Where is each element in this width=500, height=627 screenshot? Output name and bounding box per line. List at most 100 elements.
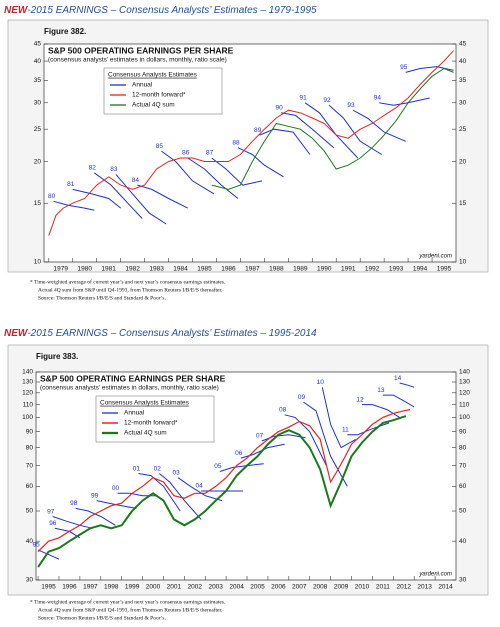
annual-estimate-line [321,387,356,449]
x-tick-label: 1980 [77,266,92,273]
y-tick-label-right: 110 [459,401,470,408]
y-tick-label-right: 130 [459,379,470,386]
annual-label: 81 [67,181,75,188]
annual-label: 10 [317,379,325,386]
y-tick-label: 40 [26,538,34,545]
x-tick-label: 1988 [269,266,284,273]
annual-estimate-line [94,172,143,219]
figure-label: Figure 383. [36,352,78,361]
section-heading: NEW-2015 EARNINGS – Consensus Analysts’ … [4,328,317,339]
legend-label: 12-month forward* [132,92,186,99]
y-tick-label: 90 [26,428,34,435]
annual-estimate-line [161,150,215,195]
annual-label: 13 [377,387,385,394]
annual-estimate-line [138,473,181,512]
x-tick-label: 1982 [125,266,140,273]
y-tick-label: 60 [26,483,34,490]
footnote: Source: Thomson Reuters I/B/E/S and Stan… [38,615,166,621]
annual-estimate-line [72,188,122,209]
y-tick-label: 130 [22,379,33,386]
x-tick-label: 1985 [197,266,212,273]
annual-estimate-line [211,157,263,186]
annual-estimate-line [382,394,415,408]
heading-text: -2015 EARNINGS – Consensus Analysts’ Est… [27,328,317,339]
annual-estimate-line [219,463,264,472]
x-tick-label: 1981 [101,266,116,273]
source-label: yardeni.com [418,572,452,578]
x-tick-label: 1983 [149,266,164,273]
annual-estimate-line [281,112,335,149]
footnote: Actual 4Q sum from S&P until Q4-1993, fr… [38,286,223,293]
y-tick-label: 25 [34,126,42,133]
x-tick-label: 2001 [167,584,182,591]
y-tick-label-right: 15 [459,200,467,207]
y-tick-label-right: 40 [459,538,467,545]
chart: NEW-2015 EARNINGS – Consensus Analysts’ … [4,328,489,621]
chart-title: S&P 500 OPERATING EARNINGS PER SHARE [40,373,226,383]
y-tick-label: 10 [34,259,42,266]
annual-estimate-line [399,382,415,388]
legend-label: Annual [132,82,153,89]
x-tick-label: 1996 [62,584,77,591]
annual-label: 11 [342,426,349,433]
series-line [37,415,407,568]
annual-label: 98 [70,500,78,507]
annual-label: 90 [276,104,284,111]
annual-label: 96 [49,520,57,527]
annual-label: 83 [110,166,118,173]
legend-box [95,395,215,443]
x-tick-label: 2012 [397,584,412,591]
annual-label: 07 [256,433,264,440]
section-heading: NEW-2015 EARNINGS – Consensus Analysts’ … [4,5,317,16]
legend-title: Consensus Analysts Estimates [108,72,198,79]
annual-label: 01 [133,465,141,472]
x-tick-label: 2009 [334,584,349,591]
annual-label: 06 [235,450,243,457]
x-tick-label: 2008 [313,584,328,591]
annual-label: 00 [112,485,120,492]
annual-label: 04 [195,483,203,490]
annual-label: 93 [347,102,355,109]
chart-subtitle: (consensus analysts’ estimates in dollar… [48,57,227,64]
source-label: yardeni.com [418,254,452,260]
x-tick-label: 2013 [417,584,432,591]
x-tick-label: 2003 [208,584,223,591]
y-tick-label-right: 10 [459,259,467,266]
annual-estimate-line [158,473,202,520]
annual-estimate-line [53,200,95,211]
y-tick-label: 35 [34,77,42,84]
y-tick-label-right: 50 [459,508,467,515]
x-tick-label: 2011 [376,584,390,591]
x-tick-label: 1995 [41,584,56,591]
annual-label: 08 [279,406,287,413]
series-line [48,50,454,236]
annual-estimate-line [352,109,406,142]
annual-label: 02 [154,465,162,472]
footnote: * Time-weighted average of current year’… [30,278,226,285]
y-tick-label-right: 100 [459,414,470,421]
x-tick-label: 1994 [413,266,428,273]
footnote: Actual 4Q sum from S&P until Q4-1993, fr… [38,606,223,613]
series-line [37,409,411,553]
chart-subtitle: (consensus analysts’ estimates in dollar… [40,385,219,392]
heading-tag: NEW [4,328,29,339]
x-tick-label: 2002 [188,584,203,591]
x-tick-label: 1992 [365,266,380,273]
y-tick-label: 100 [22,414,33,421]
x-tick-label: 2007 [292,584,307,591]
y-tick-label-right: 40 [459,58,467,65]
annual-label: 91 [299,94,307,101]
y-tick-label-right: 30 [459,577,467,584]
x-tick-label: 1998 [104,584,119,591]
y-tick-label: 110 [23,401,34,408]
y-tick-label-right: 120 [459,390,470,397]
annual-estimate-line [261,434,306,442]
annual-label: 80 [48,193,56,200]
y-tick-label: 30 [26,577,34,584]
chart: NEW-2015 EARNINGS – Consensus Analysts’ … [4,5,489,301]
y-tick-label-right: 35 [459,77,467,84]
annual-label: 88 [232,139,240,146]
legend-label: Actual 4Q sum [132,102,175,109]
annual-estimate-line [304,102,359,159]
annual-estimate-line [284,414,327,466]
